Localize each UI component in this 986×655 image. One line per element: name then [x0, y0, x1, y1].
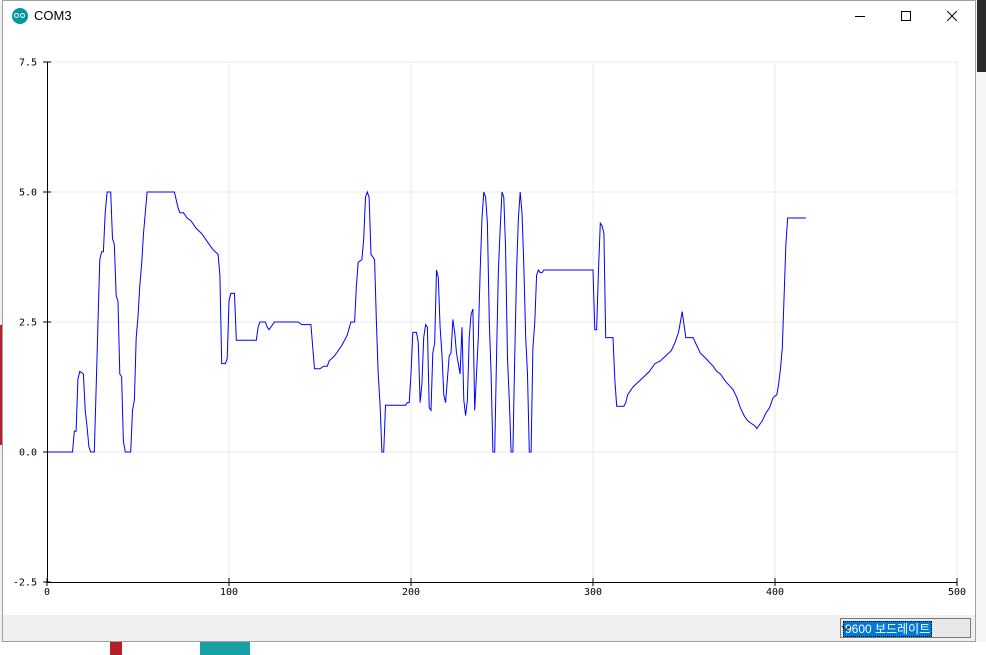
- maximize-button[interactable]: [883, 1, 929, 31]
- x-tick-label: 200: [402, 587, 420, 598]
- y-tick-label: 2.5: [19, 318, 37, 329]
- maximize-icon: [901, 11, 911, 21]
- plot-area: -2.5 0.0 2.5 5.0 7.5 0 100 200 300 400 500: [3, 31, 975, 615]
- close-icon: [947, 11, 957, 21]
- window-title: COM3: [34, 8, 72, 23]
- x-tick-label: 300: [584, 587, 602, 598]
- background-editor-strip: [0, 642, 986, 655]
- y-tick-label: 7.5: [19, 58, 37, 69]
- background-dark-panel: [977, 0, 986, 72]
- serial-plotter-window: COM3 -2.5 0.0 2.5 5.0 7.5 0 100 200 300 400 500 96…: [2, 0, 976, 642]
- chevron-down-icon: [841, 625, 851, 631]
- title-bar[interactable]: COM3: [3, 1, 975, 31]
- x-tick-label: 500: [948, 587, 966, 598]
- baud-rate-value: 9600 보드레이트: [843, 621, 933, 637]
- background-left-red-block: [0, 325, 3, 445]
- y-tick-label: 0.0: [19, 448, 37, 459]
- x-tick-label: 100: [220, 587, 238, 598]
- serial-plot: -2.5 0.0 2.5 5.0 7.5 0 100 200 300 400 500: [13, 58, 966, 599]
- background-window-edge: [976, 0, 986, 655]
- background-red-block: [110, 642, 122, 655]
- y-tick-label: 5.0: [19, 188, 37, 199]
- x-tick-label: 0: [44, 587, 50, 598]
- minimize-button[interactable]: [837, 1, 883, 31]
- status-bar: 9600 보드레이트: [3, 615, 975, 641]
- series-line: [47, 190, 806, 453]
- close-button[interactable]: [929, 1, 975, 31]
- arduino-icon: [12, 8, 28, 24]
- baud-rate-select[interactable]: 9600 보드레이트: [840, 618, 971, 638]
- background-teal-block: [200, 642, 250, 655]
- x-tick-label: 400: [766, 587, 784, 598]
- y-tick-label: -2.5: [13, 578, 37, 589]
- minimize-icon: [855, 16, 865, 17]
